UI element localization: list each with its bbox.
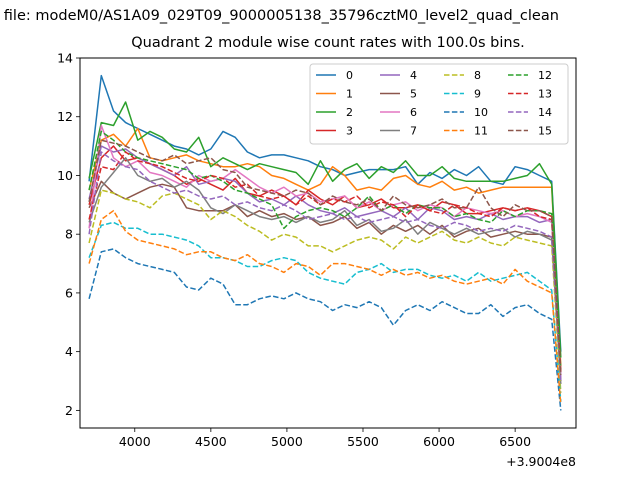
series-line-15 [88,139,562,376]
series-line-14 [88,151,562,382]
y-tick-label: 2 [65,403,73,418]
legend-label-13: 13 [538,88,552,101]
series-line-10 [88,248,562,411]
series-line-12 [88,130,562,370]
x-tick-label: 6500 [499,434,531,449]
legend-label-3: 3 [346,125,353,138]
y-tick-label: 4 [65,344,73,359]
legend-label-9: 9 [474,88,481,101]
x-axis: 4000 4500 5000 5500 6000 6500 [119,428,531,449]
y-tick-label: 14 [57,51,73,66]
x-tick-label: 6000 [423,434,455,449]
legend-label-7: 7 [410,125,417,138]
x-tick-label: 5000 [271,434,303,449]
legend-label-4: 4 [410,69,417,82]
y-axis: 2 4 6 8 10 12 14 [57,51,80,418]
legend-label-10: 10 [474,106,488,119]
chart-title: Quadrant 2 module wise count rates with … [131,35,525,51]
y-tick-label: 8 [65,227,73,242]
x-tick-label: 5500 [347,434,379,449]
series-line-1 [88,127,562,367]
legend-box [309,63,569,145]
legend-label-1: 1 [346,88,353,101]
legend-label-5: 5 [410,88,417,101]
legend-label-12: 12 [538,69,552,82]
legend-label-14: 14 [538,106,552,119]
legend-label-6: 6 [410,106,417,119]
y-tick-label: 10 [57,168,73,183]
series-line-9 [88,221,562,402]
y-tick-label: 12 [57,109,73,124]
x-tick-label: 4500 [195,434,227,449]
legend-label-2: 2 [346,106,353,119]
plot-lines [88,74,562,411]
series-line-13 [88,151,562,373]
legend-label-8: 8 [474,69,481,82]
series-line-8 [88,189,562,393]
legend-label-11: 11 [474,125,488,138]
x-tick-label: 4000 [119,434,151,449]
legend-label-0: 0 [346,69,353,82]
plot-frame [79,57,577,429]
x-offset-label: +3.9004e8 [506,454,576,469]
series-line-11 [88,209,562,405]
series-line-4 [88,145,562,376]
series-line-2 [88,101,562,358]
series-line-7 [88,157,562,385]
y-tick-label: 6 [65,285,73,300]
figure-suptitle: n file: modeM0/AS1A09_029T09_9000005138_… [0,8,559,24]
legend-label-15: 15 [538,125,552,138]
